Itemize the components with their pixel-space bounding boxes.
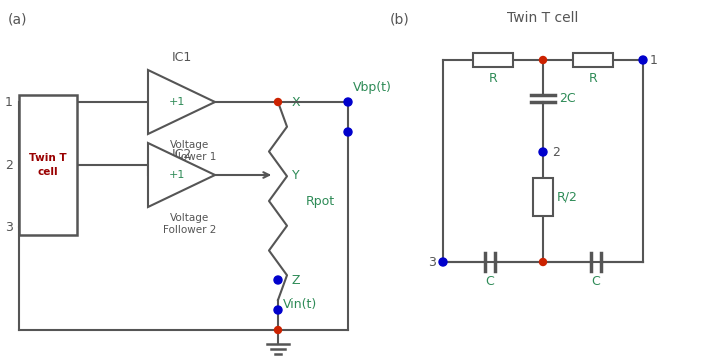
Circle shape (344, 98, 352, 106)
Text: Twin T
cell: Twin T cell (29, 153, 67, 177)
Circle shape (439, 258, 447, 266)
Text: 3: 3 (5, 220, 13, 234)
Text: IC1: IC1 (172, 51, 192, 64)
Polygon shape (148, 70, 215, 134)
Text: R/2: R/2 (557, 190, 578, 203)
Text: 2: 2 (552, 145, 560, 158)
Text: R: R (489, 72, 497, 85)
Circle shape (539, 57, 547, 63)
Text: 2: 2 (5, 158, 13, 171)
Text: Twin T cell: Twin T cell (508, 11, 579, 25)
Circle shape (639, 56, 647, 64)
Circle shape (274, 306, 282, 314)
Bar (533, 178, 553, 216)
Bar (473, 53, 513, 67)
Text: Vin(t): Vin(t) (283, 298, 317, 311)
Text: 1: 1 (5, 95, 13, 108)
Text: 3: 3 (428, 256, 436, 269)
Text: 1: 1 (650, 54, 658, 67)
Text: Z: Z (292, 274, 301, 287)
Circle shape (274, 276, 282, 284)
Bar (573, 53, 613, 67)
Circle shape (275, 327, 281, 333)
Text: Rpot: Rpot (306, 194, 335, 207)
Polygon shape (148, 143, 215, 207)
Text: (b): (b) (390, 12, 410, 26)
Circle shape (275, 99, 281, 105)
Text: +1: +1 (168, 170, 185, 180)
Text: 2C: 2C (559, 91, 575, 104)
Text: X: X (292, 95, 301, 108)
Text: IC2: IC2 (172, 148, 192, 161)
Text: R: R (588, 72, 598, 85)
Text: C: C (486, 275, 495, 288)
Bar (19, 95, 77, 235)
Circle shape (344, 128, 352, 136)
Text: Voltage
Follower 1: Voltage Follower 1 (163, 140, 216, 162)
Circle shape (539, 258, 547, 266)
Text: Voltage
Follower 2: Voltage Follower 2 (163, 213, 216, 235)
Text: C: C (592, 275, 601, 288)
Text: Y: Y (292, 168, 300, 181)
Text: Vbp(t): Vbp(t) (353, 81, 392, 94)
Text: (a): (a) (8, 12, 27, 26)
Text: +1: +1 (168, 97, 185, 107)
Circle shape (539, 148, 547, 156)
